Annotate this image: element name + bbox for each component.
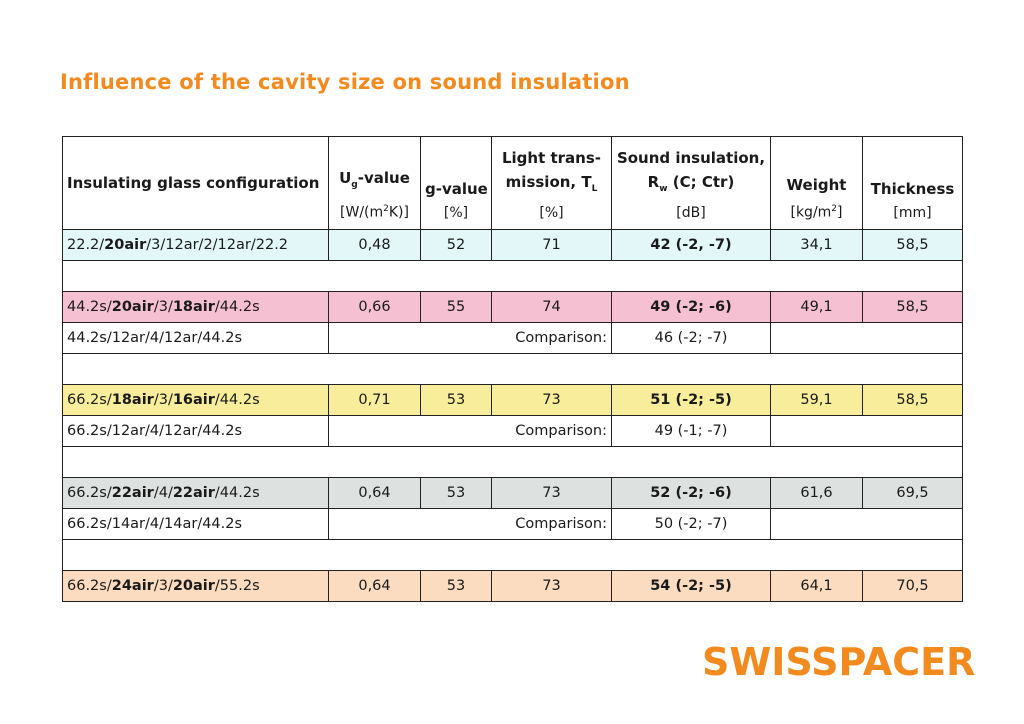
comparison-si-cell: 46 (-2; -7) bbox=[611, 322, 771, 354]
sound-insulation-table: Insulating glass configuration Ug-value … bbox=[62, 136, 963, 602]
ug-cell: 0,64 bbox=[328, 570, 421, 602]
weight-cell: 49,1 bbox=[770, 291, 863, 323]
config-cell: 66.2s/22air/4/22air/44.2s bbox=[62, 477, 329, 509]
config-cell: 44.2s/20air/3/18air/44.2s bbox=[62, 291, 329, 323]
comparison-empty-cell bbox=[770, 322, 963, 354]
swisspacer-logo: SWISSPACER bbox=[702, 640, 976, 684]
header-ug: Ug-value [W/(m2K)] bbox=[328, 136, 421, 230]
lt-cell: 71 bbox=[491, 229, 612, 261]
comparison-config-cell: 44.2s/12ar/4/12ar/44.2s bbox=[62, 322, 329, 354]
ug-cell: 0,64 bbox=[328, 477, 421, 509]
spacer-row bbox=[62, 260, 963, 292]
ug-cell: 0,71 bbox=[328, 384, 421, 416]
weight-cell: 64,1 bbox=[770, 570, 863, 602]
header-weight: Weight [kg/m2] bbox=[770, 136, 863, 230]
comparison-empty-cell bbox=[770, 508, 963, 540]
header-thickness: Thickness [mm] bbox=[862, 136, 963, 230]
comparison-config-cell: 66.2s/14ar/4/14ar/44.2s bbox=[62, 508, 329, 540]
lt-cell: 73 bbox=[491, 570, 612, 602]
g-cell: 53 bbox=[420, 384, 492, 416]
spacer-row bbox=[62, 539, 963, 571]
g-cell: 52 bbox=[420, 229, 492, 261]
weight-cell: 34,1 bbox=[770, 229, 863, 261]
table-row: 66.2s/24air/3/20air/55.2s 0,64 53 73 54 … bbox=[62, 570, 963, 602]
header-config: Insulating glass configuration bbox=[62, 136, 329, 230]
header-sound-insulation: Sound insulation, Rw (C; Ctr) [dB] bbox=[611, 136, 771, 230]
table-row: 66.2s/22air/4/22air/44.2s 0,64 53 73 52 … bbox=[62, 477, 963, 509]
config-cell: 66.2s/24air/3/20air/55.2s bbox=[62, 570, 329, 602]
g-cell: 55 bbox=[420, 291, 492, 323]
config-cell: 66.2s/18air/3/16air/44.2s bbox=[62, 384, 329, 416]
header-g: g-value [%] bbox=[420, 136, 492, 230]
comparison-row: 66.2s/14ar/4/14ar/44.2s Comparison: 50 (… bbox=[62, 508, 963, 540]
g-cell: 53 bbox=[420, 570, 492, 602]
thickness-cell: 58,5 bbox=[862, 384, 963, 416]
comparison-row: 44.2s/12ar/4/12ar/44.2s Comparison: 46 (… bbox=[62, 322, 963, 354]
comparison-row: 66.2s/12ar/4/12ar/44.2s Comparison: 49 (… bbox=[62, 415, 963, 447]
si-cell: 52 (-2; -6) bbox=[611, 477, 771, 509]
page-title: Influence of the cavity size on sound in… bbox=[60, 70, 630, 94]
thickness-cell: 58,5 bbox=[862, 229, 963, 261]
g-cell: 53 bbox=[420, 477, 492, 509]
comparison-label: Comparison: bbox=[328, 322, 612, 354]
thickness-cell: 70,5 bbox=[862, 570, 963, 602]
ug-cell: 0,66 bbox=[328, 291, 421, 323]
lt-cell: 73 bbox=[491, 384, 612, 416]
spacer-row bbox=[62, 446, 963, 478]
comparison-empty-cell bbox=[770, 415, 963, 447]
weight-cell: 61,6 bbox=[770, 477, 863, 509]
comparison-label: Comparison: bbox=[328, 508, 612, 540]
si-cell: 54 (-2; -5) bbox=[611, 570, 771, 602]
table-row: 66.2s/18air/3/16air/44.2s 0,71 53 73 51 … bbox=[62, 384, 963, 416]
header-row: Insulating glass configuration Ug-value … bbox=[62, 136, 963, 230]
weight-cell: 59,1 bbox=[770, 384, 863, 416]
table-row: 22.2/20air/3/12ar/2/12ar/22.2 0,48 52 71… bbox=[62, 229, 963, 261]
lt-cell: 74 bbox=[491, 291, 612, 323]
thickness-cell: 58,5 bbox=[862, 291, 963, 323]
spacer-row bbox=[62, 353, 963, 385]
si-cell: 51 (-2; -5) bbox=[611, 384, 771, 416]
lt-cell: 73 bbox=[491, 477, 612, 509]
comparison-config-cell: 66.2s/12ar/4/12ar/44.2s bbox=[62, 415, 329, 447]
comparison-si-cell: 50 (-2; -7) bbox=[611, 508, 771, 540]
config-cell: 22.2/20air/3/12ar/2/12ar/22.2 bbox=[62, 229, 329, 261]
si-cell: 49 (-2; -6) bbox=[611, 291, 771, 323]
thickness-cell: 69,5 bbox=[862, 477, 963, 509]
table-row: 44.2s/20air/3/18air/44.2s 0,66 55 74 49 … bbox=[62, 291, 963, 323]
si-cell: 42 (-2, -7) bbox=[611, 229, 771, 261]
comparison-label: Comparison: bbox=[328, 415, 612, 447]
header-light-transmission: Light trans- mission, TL [%] bbox=[491, 136, 612, 230]
comparison-si-cell: 49 (-1; -7) bbox=[611, 415, 771, 447]
ug-cell: 0,48 bbox=[328, 229, 421, 261]
